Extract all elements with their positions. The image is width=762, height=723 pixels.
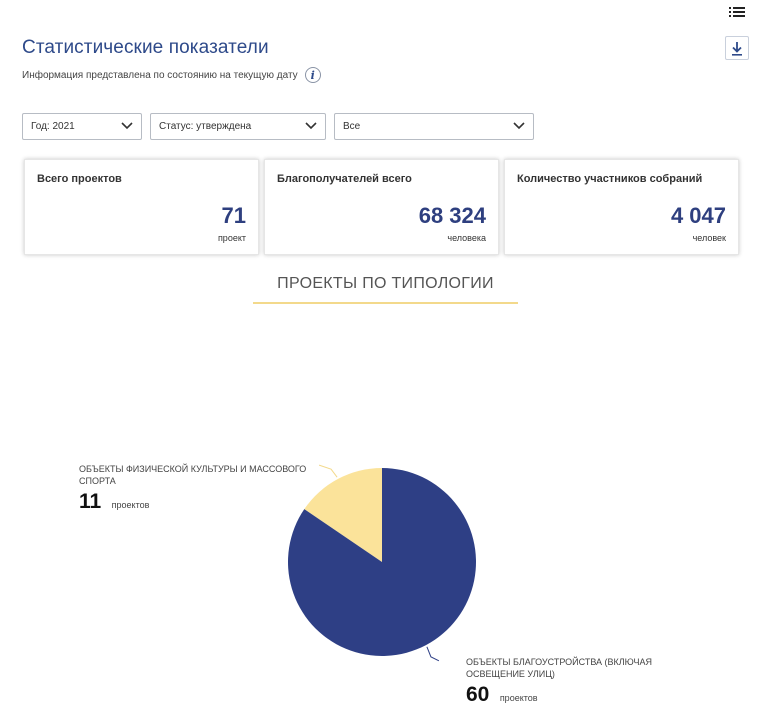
category-select-value: Все [343, 121, 361, 132]
stat-card-beneficiaries: Благополучателей всего 68 324 человека [264, 159, 499, 255]
section-underline [253, 302, 518, 304]
legend-value: 11 [79, 490, 102, 513]
leader-line-landscaping [426, 646, 440, 662]
legend-unit: проектов [499, 693, 538, 703]
legend-item-sport: ОБЪЕКТЫ ФИЗИЧЕСКОЙ КУЛЬТУРЫ И МАССОВОГО … [79, 463, 319, 514]
stat-card-label: Количество участников собраний [517, 173, 703, 185]
chevron-down-icon [305, 122, 317, 130]
stat-card-unit: человека [447, 233, 486, 243]
stat-card-unit: проект [217, 233, 246, 243]
legend-label: ОБЪЕКТЫ БЛАГОУСТРОЙСТВА (ВКЛЮЧАЯ ОСВЕЩЕН… [466, 657, 652, 679]
stat-card-value: 71 [221, 203, 246, 228]
page-subtitle: Информация представлена по состоянию на … [22, 67, 321, 83]
chevron-down-icon [513, 122, 525, 130]
stat-card-unit: человек [692, 233, 726, 243]
legend-label: ОБЪЕКТЫ ФИЗИЧЕСКОЙ КУЛЬТУРЫ И МАССОВОГО … [79, 464, 307, 486]
status-select-value: Статус: утверждена [159, 121, 252, 132]
stat-card-value: 68 324 [418, 203, 486, 228]
legend-item-landscaping: ОБЪЕКТЫ БЛАГОУСТРОЙСТВА (ВКЛЮЧАЯ ОСВЕЩЕН… [466, 656, 681, 707]
pie-slice-landscaping[interactable] [288, 467, 477, 656]
year-select-value: Год: 2021 [31, 121, 75, 132]
legend-value: 60 [466, 683, 490, 706]
year-select[interactable]: Год: 2021 [22, 113, 142, 140]
category-select[interactable]: Все [334, 113, 534, 140]
stat-card-value: 4 047 [670, 203, 726, 228]
status-select[interactable]: Статус: утверждена [150, 113, 326, 140]
stat-card-projects: Всего проектов 71 проект [24, 159, 259, 255]
info-icon[interactable]: i [304, 67, 321, 83]
download-icon[interactable] [725, 36, 749, 60]
subtitle-text: Информация представлена по состоянию на … [22, 69, 298, 81]
stat-card-label: Всего проектов [37, 173, 122, 185]
section-title: ПРОЕКТЫ ПО ТИПОЛОГИИ [277, 275, 494, 292]
leader-line-sport [318, 464, 338, 478]
stat-card-participants: Количество участников собраний 4 047 чел… [504, 159, 739, 255]
legend-unit: проектов [111, 500, 150, 510]
pie-slice-sport[interactable] [304, 468, 382, 562]
stat-card-label: Благополучателей всего [277, 173, 412, 185]
page-title: Статистические показатели [22, 37, 269, 58]
list-icon[interactable] [725, 0, 749, 24]
chevron-down-icon [121, 122, 133, 130]
